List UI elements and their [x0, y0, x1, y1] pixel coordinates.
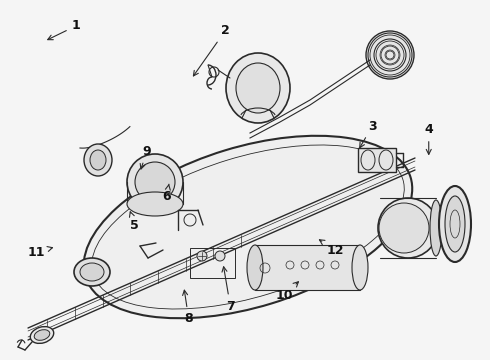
- Ellipse shape: [34, 330, 50, 340]
- Ellipse shape: [445, 196, 465, 252]
- Ellipse shape: [247, 245, 263, 290]
- Ellipse shape: [378, 198, 438, 258]
- Ellipse shape: [352, 245, 368, 290]
- Ellipse shape: [135, 162, 175, 202]
- Text: 11: 11: [28, 246, 52, 258]
- Text: 1: 1: [48, 19, 80, 40]
- Ellipse shape: [90, 150, 106, 170]
- Ellipse shape: [236, 63, 280, 113]
- Ellipse shape: [84, 136, 412, 318]
- Text: 3: 3: [360, 120, 377, 148]
- Ellipse shape: [74, 258, 110, 286]
- Text: 10: 10: [275, 282, 298, 302]
- Text: 4: 4: [424, 123, 433, 154]
- Ellipse shape: [226, 53, 290, 123]
- Text: 9: 9: [140, 145, 151, 169]
- Ellipse shape: [215, 251, 225, 261]
- Ellipse shape: [439, 186, 471, 262]
- Ellipse shape: [379, 203, 429, 253]
- Ellipse shape: [80, 263, 104, 281]
- Ellipse shape: [127, 192, 183, 216]
- Text: 12: 12: [319, 240, 344, 257]
- Polygon shape: [255, 245, 360, 290]
- Ellipse shape: [366, 31, 414, 79]
- Text: 5: 5: [129, 212, 139, 231]
- Ellipse shape: [430, 200, 442, 256]
- Polygon shape: [358, 148, 396, 172]
- Text: 8: 8: [183, 290, 193, 325]
- Ellipse shape: [127, 154, 183, 210]
- Ellipse shape: [30, 327, 54, 343]
- Ellipse shape: [197, 251, 207, 261]
- Text: 2: 2: [194, 24, 230, 76]
- Text: 7: 7: [222, 267, 235, 312]
- Ellipse shape: [84, 144, 112, 176]
- Text: 6: 6: [162, 184, 171, 203]
